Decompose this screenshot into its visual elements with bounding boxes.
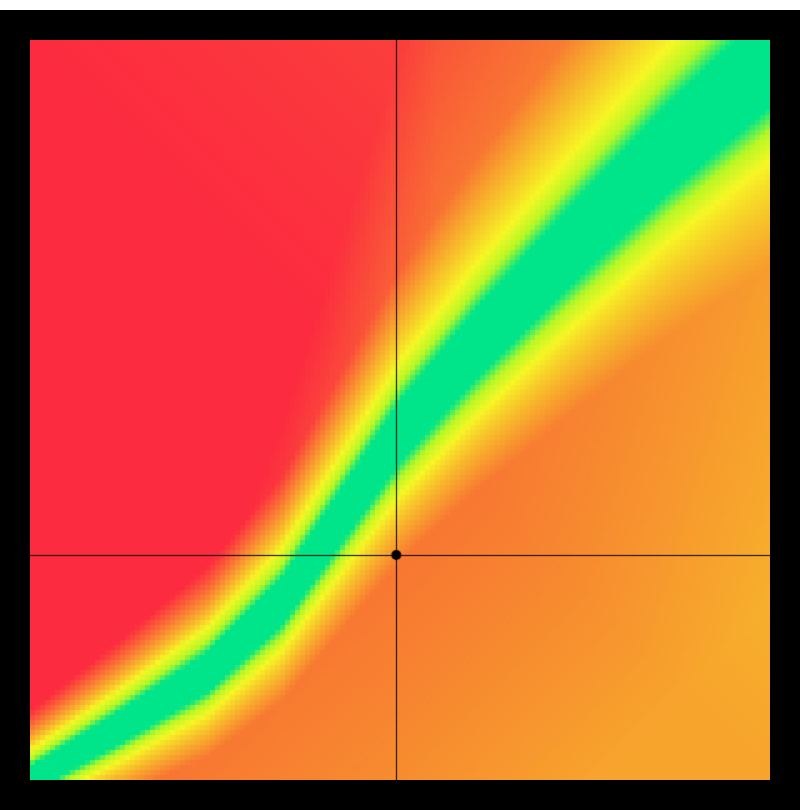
heatmap-canvas [30,40,770,780]
plot-border-bottom [0,780,800,810]
plot-border-right [770,40,800,780]
chart-container: TheBottleneck.com [0,0,800,800]
plot-border-top [0,10,800,40]
plot-border-left [0,40,30,780]
